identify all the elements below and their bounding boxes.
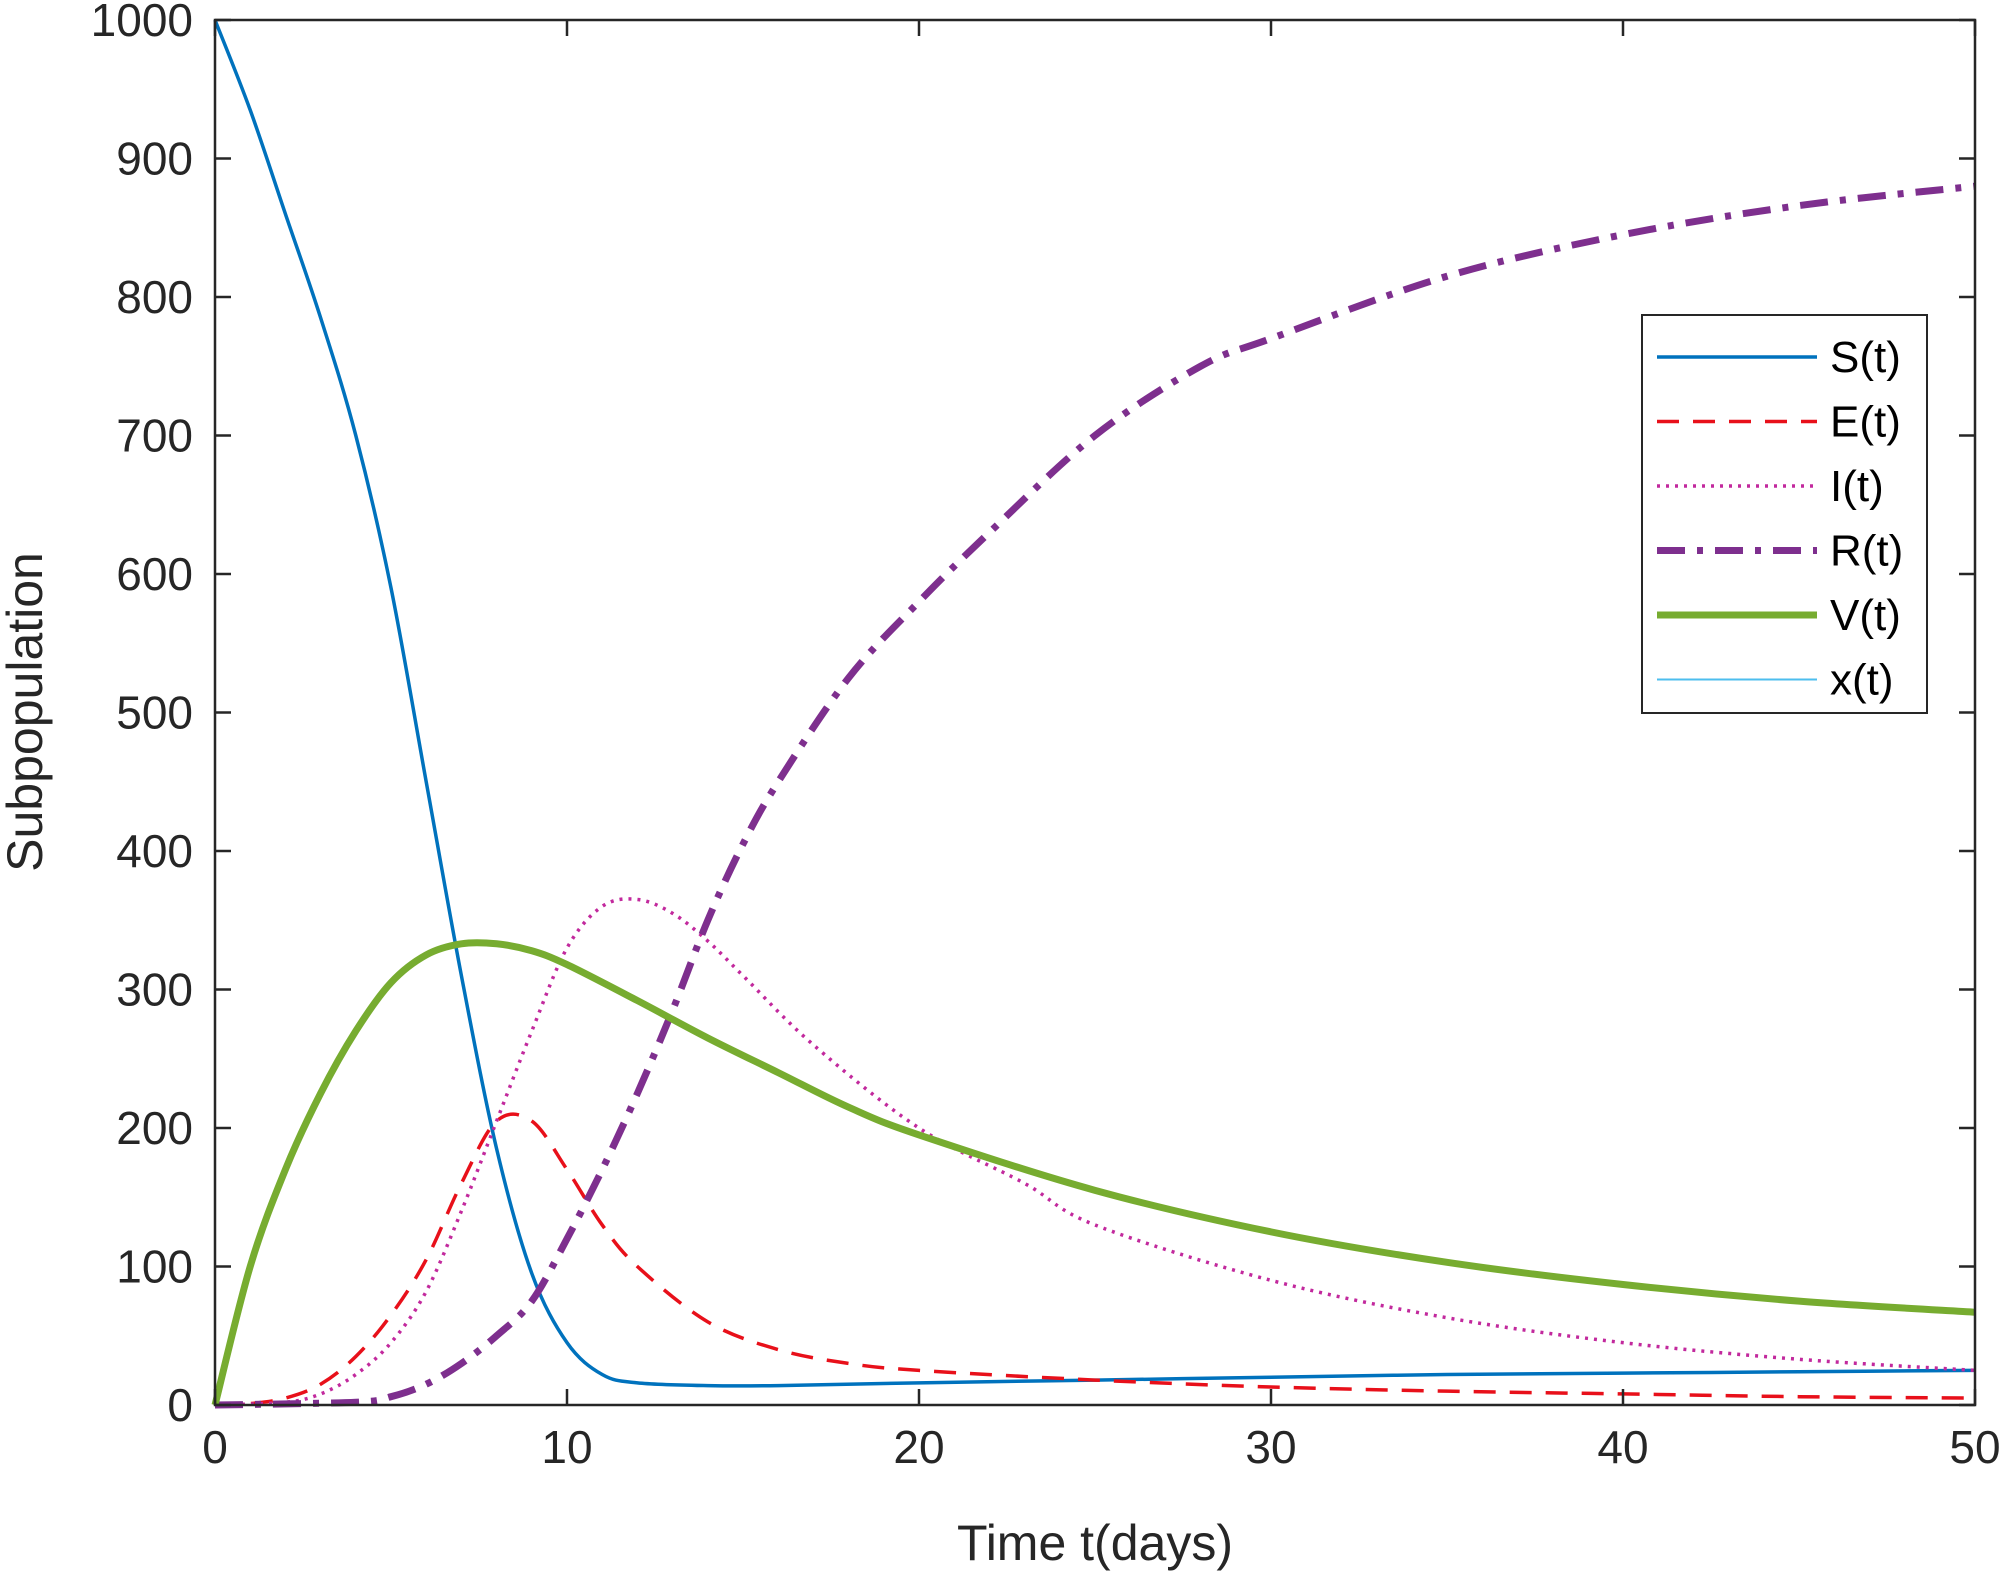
legend-label: I(t) [1830,462,1884,511]
y-tick-label: 200 [116,1102,193,1154]
y-tick-label: 500 [116,687,193,739]
x-tick-label: 50 [1949,1421,2000,1473]
legend-label: V(t) [1830,591,1901,640]
y-tick-label: 600 [116,548,193,600]
y-tick-label: 400 [116,825,193,877]
y-tick-label: 900 [116,133,193,185]
legend-label: E(t) [1830,398,1901,447]
x-tick-label: 10 [541,1421,592,1473]
legend-label: S(t) [1830,333,1901,382]
legend: S(t) E(t) I(t) R(t) V(t) x(t) [1642,315,1927,713]
y-tick-label: 1000 [91,0,193,46]
y-tick-label: 700 [116,410,193,462]
x-tick-label: 20 [893,1421,944,1473]
x-tick-label: 0 [202,1421,228,1473]
x-tick-label: 30 [1245,1421,1296,1473]
y-tick-label: 800 [116,271,193,323]
legend-label: x(t) [1830,656,1894,705]
y-tick-label: 0 [167,1379,193,1431]
x-tick-label: 40 [1597,1421,1648,1473]
x-axis-title: Time t(days) [957,1515,1233,1571]
legend-label: R(t) [1830,527,1903,576]
y-tick-label: 300 [116,964,193,1016]
y-tick-label: 100 [116,1241,193,1293]
y-axis-title: Subpopulation [0,552,53,872]
